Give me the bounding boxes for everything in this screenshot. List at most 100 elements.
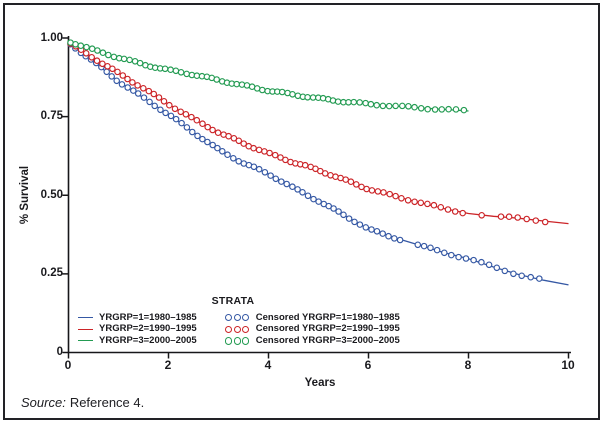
- censor-mark: [124, 75, 131, 83]
- censor-mark: [278, 178, 285, 185]
- censor-mark: [437, 204, 445, 211]
- censor-mark: [430, 201, 438, 209]
- censor-mark: [267, 172, 274, 179]
- series-3: [67, 39, 469, 114]
- censor-mark: [342, 176, 349, 183]
- censor-mark: [330, 205, 337, 212]
- censor-mark: [460, 106, 468, 114]
- censor-mark: [356, 221, 364, 228]
- censor-mark: [424, 105, 431, 113]
- censor-mark: [373, 228, 381, 235]
- censor-mark: [414, 241, 422, 249]
- survival-line: [68, 42, 569, 286]
- censor-mark: [340, 211, 347, 219]
- censor-mark: [140, 85, 147, 92]
- censor-mark: [214, 144, 221, 152]
- censor-mark: [259, 86, 266, 94]
- censor-mark: [193, 116, 201, 124]
- x-tick-label-8: 8: [464, 358, 472, 372]
- legend-line-row-2: YRGRP=2=1990–1995: [78, 324, 197, 336]
- censor-mark: [194, 132, 201, 140]
- censor-mark: [392, 192, 399, 200]
- censor-mark: [178, 119, 185, 127]
- censor-mark: [514, 214, 521, 221]
- censor-mark: [278, 88, 286, 96]
- censor-mark: [108, 73, 115, 80]
- censor-mark: [368, 187, 376, 194]
- censor-mark: [124, 84, 131, 91]
- legend-line-column: YRGRP=1=1980–1985 YRGRP=2=1990–1995 YRGR…: [78, 312, 197, 347]
- censor-mark: [250, 144, 257, 152]
- censor-mark: [240, 140, 247, 147]
- censor-mark: [386, 190, 393, 198]
- censor-mark: [219, 148, 226, 155]
- censor-mark: [113, 77, 120, 85]
- censor-mark: [188, 113, 195, 121]
- y-tick-label-0: 0: [56, 346, 63, 358]
- censor-mark: [335, 208, 342, 215]
- legend-line-row-1: YRGRP=1=1980–1985: [78, 312, 197, 324]
- x-axis-title: Years: [304, 377, 336, 389]
- censor-mark: [183, 70, 190, 78]
- source-text: Reference 4.: [69, 395, 145, 410]
- censor-mark: [150, 90, 158, 98]
- censor-mark: [99, 49, 107, 56]
- censor-mark: [233, 80, 240, 88]
- censor-mark: [462, 255, 470, 262]
- censor-mark: [272, 175, 280, 183]
- censor-mark: [189, 128, 196, 136]
- censor-mark: [310, 195, 317, 203]
- censor-mark: [225, 132, 232, 140]
- censor-mark: [373, 101, 380, 109]
- censor-mark: [444, 206, 452, 213]
- censor-mark: [398, 195, 405, 202]
- censor-mark: [183, 124, 191, 131]
- censor-mark: [315, 198, 322, 205]
- censor-mark: [162, 109, 169, 117]
- censor-mark: [114, 68, 121, 76]
- censor-mark: [104, 63, 111, 70]
- censor-mark: [347, 178, 355, 185]
- legend-line-label-2: YRGRP=2=1990–1995: [99, 323, 197, 335]
- censor-mark: [294, 186, 301, 193]
- censor-mark: [404, 197, 412, 204]
- censor-mark: [289, 91, 296, 98]
- censor-mark: [405, 103, 412, 110]
- y-tick-label-0.50: 0.50: [40, 189, 63, 201]
- censor-mark: [417, 199, 425, 207]
- censor-mark: [157, 106, 164, 114]
- censor-mark: [356, 99, 363, 106]
- censor-mark: [379, 230, 386, 237]
- censor-mark: [541, 218, 549, 226]
- censor-mark: [118, 81, 126, 88]
- censored-circles-blue-icon: [225, 314, 251, 322]
- censor-mark: [420, 242, 428, 250]
- censor-mark: [362, 99, 369, 107]
- censor-mark: [497, 213, 505, 220]
- censor-mark: [93, 57, 101, 64]
- censor-mark: [374, 188, 382, 195]
- legend-censored-row-2: Censored YRGRP=2=1990–1995: [225, 324, 400, 336]
- censor-mark: [129, 79, 136, 86]
- censor-mark: [151, 102, 158, 110]
- censor-mark: [130, 87, 137, 94]
- censor-mark: [321, 170, 329, 177]
- x-tick-label-10: 10: [561, 358, 575, 372]
- censor-mark: [353, 181, 360, 188]
- censor-mark: [82, 50, 90, 57]
- censor-mark: [166, 101, 173, 109]
- censor-mark: [478, 212, 485, 219]
- censor-mark: [140, 94, 148, 101]
- censor-mark: [329, 97, 337, 104]
- censor-mark: [177, 108, 184, 116]
- censor-mark: [177, 69, 185, 76]
- censor-mark: [155, 94, 163, 101]
- censor-mark: [213, 76, 220, 83]
- censor-mark: [261, 148, 268, 155]
- censor-mark: [451, 208, 459, 215]
- y-tick-label-1.00: 1.00: [40, 32, 63, 44]
- censor-mark: [396, 236, 404, 244]
- censor-mark: [452, 106, 460, 113]
- line-swatch-green-icon: [78, 340, 93, 342]
